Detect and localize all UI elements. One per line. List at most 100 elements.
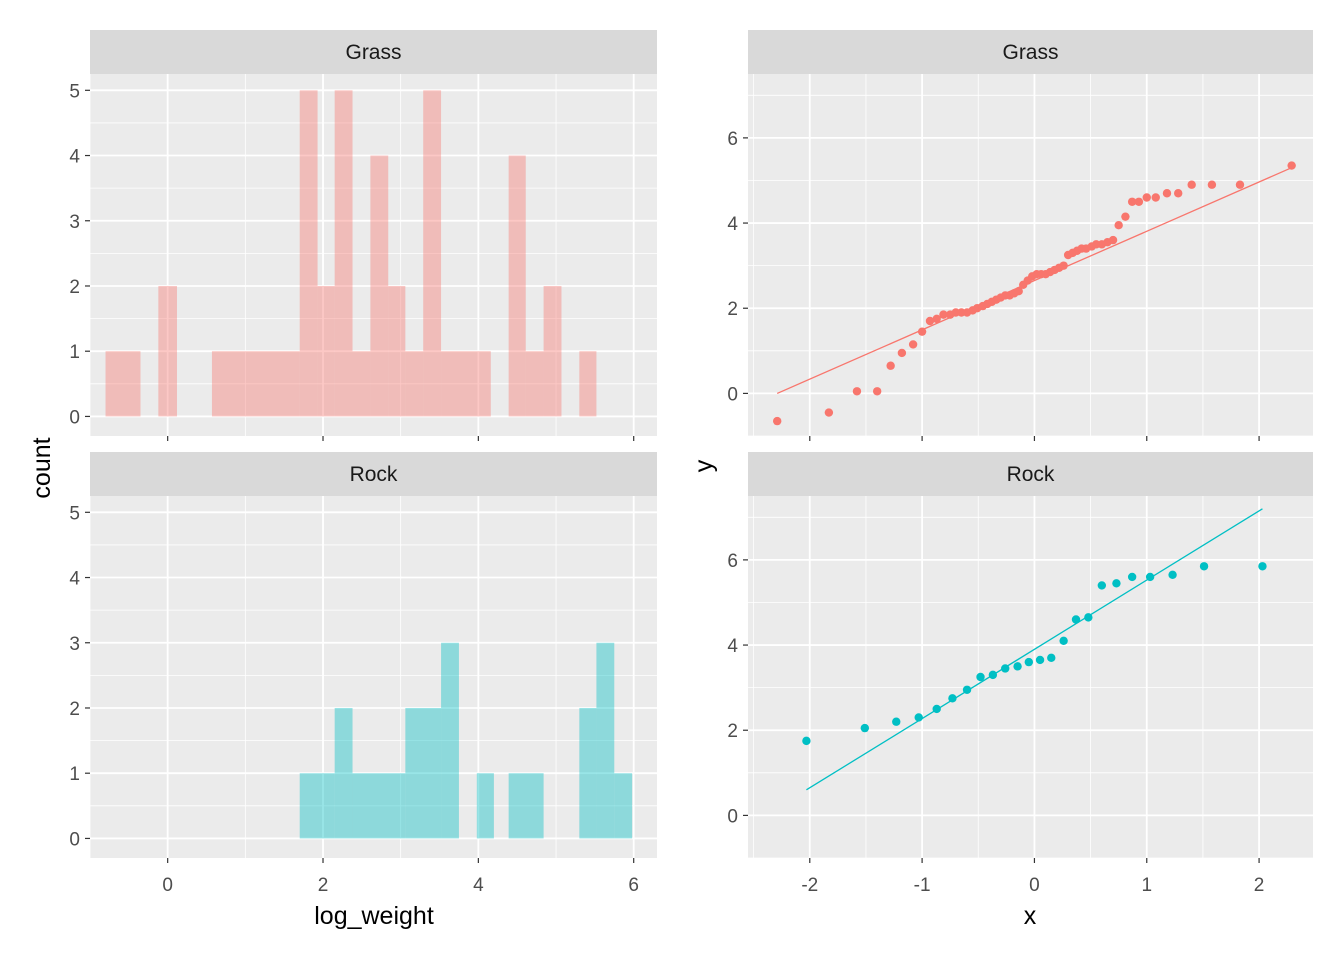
qq-reference-line xyxy=(776,167,1292,395)
qq-point xyxy=(860,723,870,733)
y-tick-label: 1 xyxy=(69,342,80,363)
histogram-bar xyxy=(614,773,633,839)
qq-point xyxy=(908,340,918,349)
qq-y-axis-title: y xyxy=(690,459,718,472)
y-tick-label: 2 xyxy=(727,721,738,742)
qq-point xyxy=(802,736,811,746)
qq-point xyxy=(1174,189,1183,198)
y-tick-label: 2 xyxy=(727,299,738,320)
qq-point xyxy=(1059,261,1068,270)
histogram-grass-panel: Grass 0 1 2 3 4 5 xyxy=(69,30,657,441)
facet-strip-label: Grass xyxy=(345,41,401,64)
qq-point xyxy=(1187,180,1196,189)
y-tick-label: 5 xyxy=(69,81,80,102)
x-tick-label: -1 xyxy=(914,875,931,896)
qq-point xyxy=(1071,615,1081,624)
histogram-bar xyxy=(299,90,318,417)
panel-background xyxy=(748,496,1313,858)
qq-point xyxy=(1112,579,1121,588)
x-tick-label: 0 xyxy=(1029,875,1040,896)
histogram-bar xyxy=(423,90,442,417)
hist-x-axis-title: log_weight xyxy=(314,902,434,930)
qq-point xyxy=(988,670,998,680)
histogram-bar xyxy=(525,351,544,417)
x-tick-label: 6 xyxy=(628,875,639,896)
facet-strip xyxy=(90,30,657,74)
qq-point xyxy=(1097,581,1107,590)
histogram-bar xyxy=(105,351,141,417)
qq-point xyxy=(1235,180,1245,189)
qq-point xyxy=(886,361,895,370)
histogram-bar xyxy=(211,351,300,417)
x-tick-label: 0 xyxy=(162,875,173,896)
qq-point xyxy=(962,685,972,694)
histogram-bar xyxy=(596,642,615,839)
qq-point xyxy=(1199,562,1209,571)
qq-point xyxy=(897,348,907,358)
x-tick-label: 4 xyxy=(473,875,484,896)
qq-point xyxy=(1001,664,1010,673)
facet-strip-label: Grass xyxy=(1002,41,1058,64)
qq-point xyxy=(1024,657,1034,667)
y-tick-label: 0 xyxy=(727,806,738,827)
histogram-bar xyxy=(334,90,353,417)
qq-point xyxy=(1287,161,1296,170)
qq-point xyxy=(872,387,882,396)
qq-point xyxy=(892,717,901,726)
y-tick-label: 0 xyxy=(727,384,738,405)
qq-point xyxy=(1134,197,1144,206)
histogram-bar xyxy=(334,707,353,839)
qq-point xyxy=(824,408,834,417)
histogram-bar xyxy=(441,642,459,839)
histogram-bar xyxy=(317,285,335,417)
histogram-rock-panel: Rock 0 1 2 3 4 5 0 2 4 6 xyxy=(69,452,657,896)
histogram-bar xyxy=(543,285,562,417)
histogram-bar xyxy=(476,773,494,839)
facet-strip xyxy=(748,30,1313,74)
qq-point xyxy=(1121,212,1130,221)
y-tick-label: 5 xyxy=(69,503,80,524)
qq-point xyxy=(1151,193,1160,202)
x-tick-label: 2 xyxy=(318,875,329,896)
histogram-bar xyxy=(508,773,544,839)
qq-rock-panel: Rock 0 2 4 6 -2 -1 0 1 2 xyxy=(727,452,1313,896)
histogram-bar xyxy=(579,707,597,839)
qq-point xyxy=(917,327,927,336)
qq-point xyxy=(976,672,985,682)
x-tick-label: 2 xyxy=(1254,875,1265,896)
x-tick-label: -2 xyxy=(801,875,818,896)
y-tick-label: 3 xyxy=(69,212,80,233)
qq-point xyxy=(1114,220,1123,230)
qq-point xyxy=(1142,193,1151,202)
qq-point xyxy=(1035,655,1045,665)
qq-point xyxy=(1168,570,1177,579)
qq-x-axis-title: x xyxy=(1024,902,1037,930)
qq-point xyxy=(925,316,935,326)
y-tick-label: 0 xyxy=(69,407,80,428)
qq-point xyxy=(773,416,782,426)
qq-point xyxy=(1084,613,1093,622)
qq-point xyxy=(1108,235,1118,245)
qq-point xyxy=(1127,572,1137,582)
panel-background xyxy=(90,74,657,436)
qq-point xyxy=(932,704,941,714)
y-tick-label: 4 xyxy=(727,214,738,235)
histogram-bar xyxy=(299,773,335,839)
qq-point xyxy=(914,713,923,722)
qq-point xyxy=(1013,662,1022,671)
qq-point xyxy=(939,310,948,319)
y-tick-label: 4 xyxy=(69,147,80,168)
qq-point xyxy=(852,387,862,396)
qq-point xyxy=(1014,287,1023,296)
histogram-bar xyxy=(158,285,177,417)
hist-y-axis-title: count xyxy=(28,437,56,498)
facet-strip xyxy=(748,452,1313,496)
panel-background xyxy=(748,74,1313,436)
y-tick-label: 6 xyxy=(727,129,738,150)
qq-reference-line xyxy=(806,508,1263,791)
histogram-bar xyxy=(405,707,442,839)
qq-grass-panel: Grass 0 2 4 6 xyxy=(727,30,1313,441)
y-tick-label: 3 xyxy=(69,634,80,655)
histogram-bar xyxy=(579,351,597,417)
